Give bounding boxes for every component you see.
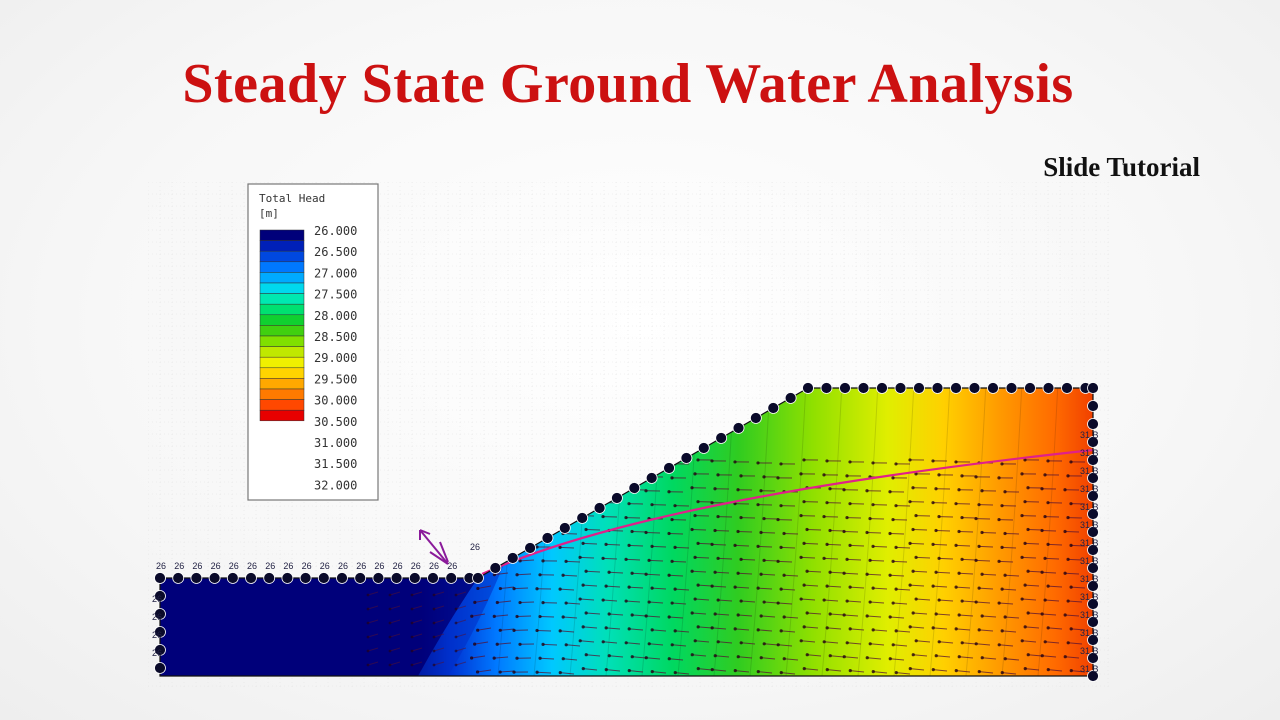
- svg-text:31 B: 31 B: [1080, 430, 1099, 440]
- legend-swatch: [259, 303, 305, 316]
- svg-text:26: 26: [338, 561, 348, 571]
- svg-text:26: 26: [152, 648, 162, 658]
- boundary-nodes: [154, 382, 1099, 682]
- legend-swatch: [259, 399, 305, 411]
- legend-value: 31.500: [314, 457, 357, 471]
- svg-text:26: 26: [470, 542, 480, 552]
- svg-text:26: 26: [229, 561, 239, 571]
- slide-title: Steady State Ground Water Analysis: [182, 53, 1074, 115]
- legend-swatch: [259, 367, 305, 379]
- svg-text:31 B: 31 B: [1080, 646, 1099, 656]
- svg-text:26: 26: [152, 630, 162, 640]
- contour-band-blue: [418, 564, 504, 676]
- svg-text:26: 26: [393, 561, 403, 571]
- svg-text:26: 26: [156, 561, 166, 571]
- legend-value: 27.500: [314, 288, 357, 302]
- svg-text:26: 26: [247, 561, 257, 571]
- legend-swatch: [259, 293, 305, 305]
- legend-swatch: [259, 346, 305, 358]
- legend-value: 31.000: [314, 436, 357, 450]
- legend-value: 29.500: [314, 372, 357, 386]
- svg-text:26: 26: [174, 561, 184, 571]
- phreatic-line: [481, 448, 1094, 576]
- legend-swatch: [259, 229, 305, 241]
- svg-text:31 B: 31 B: [1080, 628, 1099, 638]
- svg-text:31 B: 31 B: [1080, 520, 1099, 530]
- legend-swatch: [259, 388, 305, 400]
- legend-swatch: [259, 250, 305, 263]
- legend-value: 28.500: [314, 330, 357, 344]
- legend-swatch: [259, 325, 305, 337]
- legend-value: 30.500: [314, 415, 357, 429]
- legend-swatch: [259, 314, 305, 326]
- head-legend: Total Head [m] 26.000 26.500 27.000 27.500 2…: [247, 183, 379, 501]
- slide-subtitle: Slide Tutorial: [1043, 152, 1200, 182]
- svg-text:31 B: 31 B: [1080, 466, 1099, 476]
- svg-text:26: 26: [302, 561, 312, 571]
- svg-text:26: 26: [320, 561, 330, 571]
- svg-text:26: 26: [429, 561, 439, 571]
- legend-value: 32.000: [314, 478, 357, 492]
- model-canvas: 26 26 26 26 26 26 26 26 26 26 26 26 26 26 26 26 26 26 26 26…: [148, 182, 1110, 690]
- toe-low-head-zone: [160, 578, 478, 676]
- legend-swatch: [259, 356, 305, 369]
- legend-value: 29.000: [314, 351, 357, 365]
- legend-swatch: [259, 335, 305, 347]
- svg-text:31 B: 31 B: [1080, 502, 1099, 512]
- svg-text:31 B: 31 B: [1080, 664, 1099, 674]
- svg-text:26: 26: [374, 561, 384, 571]
- legend-value: 28.000: [314, 309, 357, 323]
- legend-value: 27.000: [314, 266, 357, 280]
- svg-text:31 B: 31 B: [1080, 592, 1099, 602]
- svg-text:31 B: 31 B: [1080, 574, 1099, 584]
- legend-unit: [m]: [259, 207, 279, 220]
- boundary-node-labels: 26 26 26 26 26 26 26 26 26 26 26 26 26 26 26 26 26 26 26 26…: [152, 430, 1099, 674]
- seepage-exit-arrows: [419, 529, 449, 565]
- svg-text:26: 26: [192, 561, 202, 571]
- legend-value: 26.500: [314, 245, 357, 259]
- legend-swatch: [259, 261, 305, 273]
- svg-text:31 B: 31 B: [1080, 448, 1099, 458]
- svg-text:31 B: 31 B: [1080, 610, 1099, 620]
- svg-text:31 B: 31 B: [1080, 484, 1099, 494]
- legend-swatch: [259, 282, 305, 294]
- svg-text:26: 26: [283, 561, 293, 571]
- svg-text:26: 26: [152, 594, 162, 604]
- groundwater-model-figure: 26 26 26 26 26 26 26 26 26 26 26 26 26 26 26 26 26 26 26 26…: [148, 182, 1110, 690]
- legend-swatch: [259, 240, 305, 252]
- svg-text:26: 26: [211, 561, 221, 571]
- svg-text:26: 26: [447, 561, 457, 571]
- legend-swatch: [259, 378, 305, 390]
- svg-text:26: 26: [411, 561, 421, 571]
- legend-swatch: [259, 272, 305, 284]
- svg-text:26: 26: [152, 612, 162, 622]
- legend-title: Total Head: [259, 192, 325, 205]
- legend-value: 30.000: [314, 394, 357, 408]
- legend-value: 26.000: [314, 224, 357, 238]
- svg-text:26: 26: [265, 561, 275, 571]
- svg-text:26: 26: [356, 561, 366, 571]
- svg-text:31 B: 31 B: [1080, 556, 1099, 566]
- legend-swatch: [259, 409, 305, 422]
- svg-text:31 B: 31 B: [1080, 538, 1099, 548]
